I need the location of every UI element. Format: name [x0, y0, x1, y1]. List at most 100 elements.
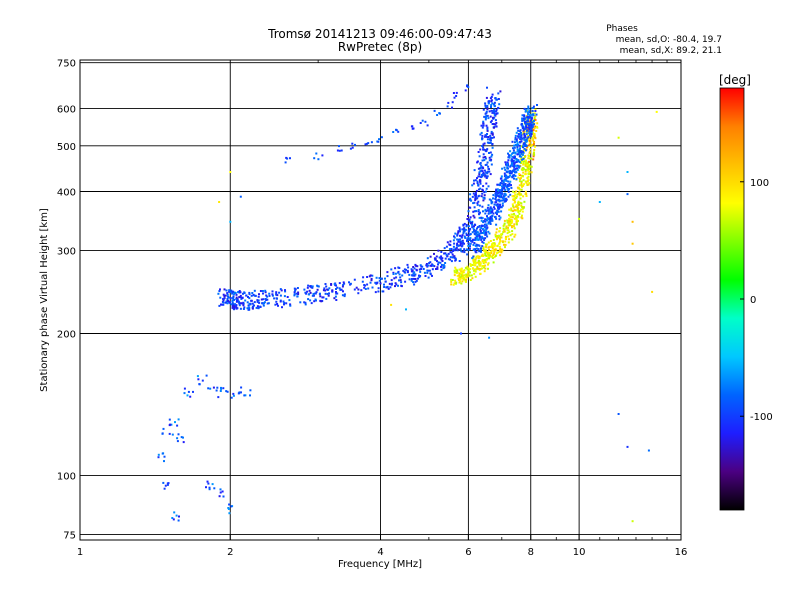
data-point: [392, 271, 395, 274]
data-point: [450, 251, 453, 254]
data-point: [394, 282, 397, 285]
data-point: [440, 264, 443, 266]
data-point: [477, 167, 480, 170]
data-point: [460, 272, 463, 275]
y-tick-label: 400: [57, 188, 76, 199]
data-point: [476, 227, 478, 230]
data-point: [517, 136, 520, 139]
data-point: [489, 212, 492, 215]
data-point: [532, 143, 535, 146]
data-point: [483, 191, 486, 194]
data-point: [471, 267, 474, 270]
data-point: [412, 127, 415, 130]
data-point: [449, 256, 452, 259]
data-point: [496, 209, 499, 212]
data-point: [488, 152, 490, 154]
data-point: [495, 204, 498, 207]
data-point: [390, 268, 393, 271]
data-point: [626, 445, 629, 448]
data-point: [251, 292, 254, 294]
data-point: [411, 269, 414, 272]
data-point: [477, 195, 480, 198]
data-point: [261, 290, 264, 292]
data-point: [487, 102, 490, 105]
data-point: [284, 161, 287, 164]
data-point: [474, 179, 477, 182]
data-point: [488, 198, 491, 201]
data-point: [252, 293, 255, 296]
data-point: [261, 302, 264, 305]
data-point: [482, 174, 484, 177]
data-point: [471, 226, 474, 229]
data-point: [401, 274, 404, 277]
data-point: [528, 139, 531, 142]
data-point: [514, 136, 517, 139]
data-point: [461, 244, 464, 247]
data-point: [513, 164, 516, 167]
data-point: [508, 156, 511, 159]
data-point: [483, 260, 486, 263]
data-point: [370, 277, 373, 280]
data-point: [253, 304, 255, 307]
data-point: [234, 292, 237, 294]
data-point: [469, 227, 472, 230]
data-point: [512, 206, 515, 209]
data-point: [511, 155, 514, 158]
data-point: [321, 296, 324, 299]
data-point: [508, 154, 511, 157]
data-point: [289, 303, 292, 306]
data-point: [478, 155, 481, 158]
data-point: [491, 111, 494, 114]
data-point: [518, 192, 521, 195]
data-point: [477, 248, 480, 251]
data-point: [348, 281, 350, 284]
data-point: [491, 210, 494, 213]
data-point: [418, 274, 420, 277]
data-point: [238, 302, 241, 305]
data-point: [485, 224, 488, 227]
data-point: [495, 122, 498, 124]
data-point: [530, 131, 533, 134]
data-point: [490, 100, 493, 103]
data-point: [283, 302, 286, 304]
data-point: [479, 211, 481, 214]
data-point: [426, 265, 429, 268]
data-point: [407, 266, 410, 269]
data-point: [504, 246, 506, 249]
data-point: [532, 152, 535, 155]
x-tick-label: 4: [377, 547, 383, 558]
data-point: [283, 303, 285, 306]
data-point: [483, 169, 486, 172]
data-point: [233, 305, 235, 308]
data-point: [282, 300, 285, 303]
data-point: [530, 124, 533, 127]
data-point: [493, 207, 496, 210]
data-point: [514, 141, 516, 144]
data-point: [578, 217, 581, 220]
data-point: [517, 208, 519, 211]
data-point: [499, 177, 502, 180]
data-point: [498, 234, 501, 237]
data-point: [527, 162, 530, 165]
data-point: [527, 169, 530, 172]
data-point: [478, 179, 481, 182]
data-point: [230, 303, 233, 306]
data-point: [491, 132, 494, 135]
data-point: [484, 218, 487, 221]
data-point: [528, 132, 531, 135]
data-point: [518, 130, 521, 133]
y-tick-label: 75: [63, 530, 76, 541]
data-point: [313, 300, 316, 303]
data-point: [531, 131, 534, 134]
data-point: [374, 291, 377, 294]
data-point: [534, 145, 536, 148]
data-point: [522, 143, 525, 146]
data-point: [496, 193, 499, 196]
data-point: [483, 266, 485, 269]
data-point: [247, 304, 250, 307]
data-point: [502, 181, 505, 184]
data-point: [469, 263, 472, 266]
data-point: [485, 124, 488, 127]
data-point: [452, 248, 455, 251]
data-point: [474, 259, 476, 262]
